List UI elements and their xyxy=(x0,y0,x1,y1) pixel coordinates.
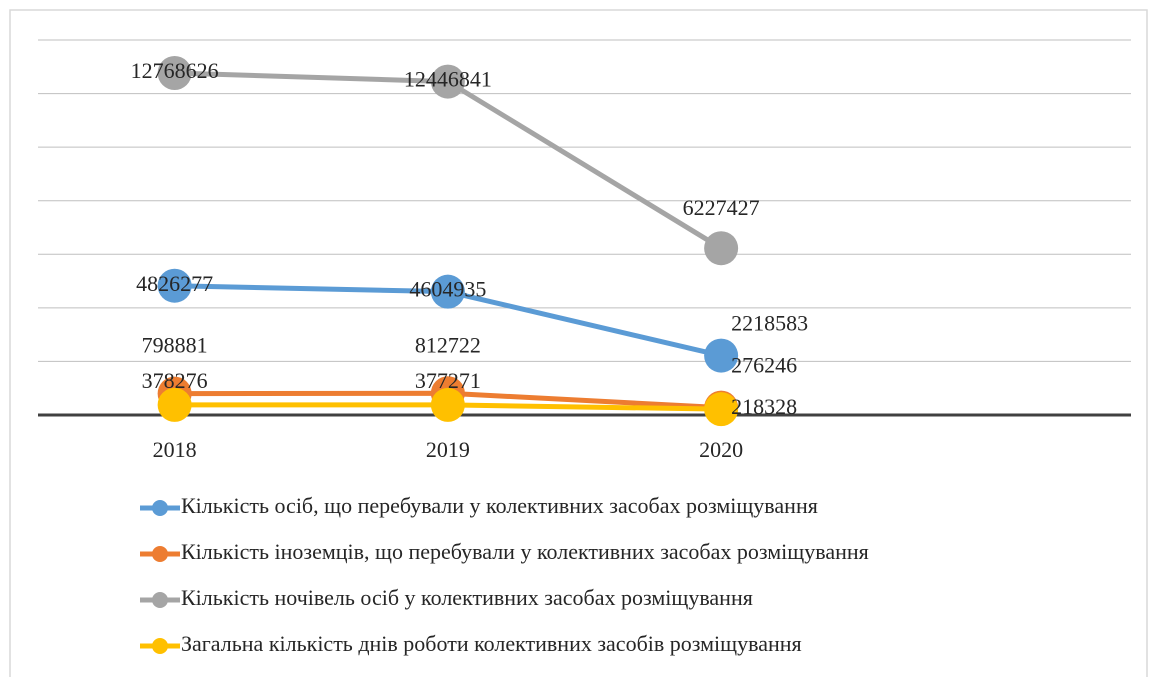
legend-label: Кількість ночівель осіб у колективних за… xyxy=(181,585,753,610)
data-label: 812722 xyxy=(415,332,481,357)
legend-label: Кількість осіб, що перебували у колектив… xyxy=(181,493,818,518)
legend-label: Загальна кількість днів роботи колективн… xyxy=(181,631,802,656)
x-tick-label: 2018 xyxy=(153,437,197,462)
data-label: 798881 xyxy=(142,333,208,358)
data-label: 378276 xyxy=(142,368,208,393)
legend-marker xyxy=(152,546,168,562)
data-point xyxy=(430,387,465,422)
data-point xyxy=(157,387,192,422)
data-label: 2218583 xyxy=(731,311,808,336)
x-tick-label: 2019 xyxy=(426,437,470,462)
data-label: 276246 xyxy=(731,353,797,378)
data-point xyxy=(157,268,192,303)
data-label: 6227427 xyxy=(683,195,760,220)
data-label: 4826277 xyxy=(136,271,213,296)
data-point xyxy=(704,231,739,266)
legend-marker xyxy=(152,500,168,516)
data-point xyxy=(157,55,192,90)
data-label: 12446841 xyxy=(404,67,492,92)
x-tick-label: 2020 xyxy=(699,437,743,462)
data-label: 4604935 xyxy=(409,277,486,302)
legend-label: Кількість іноземців, що перебували у кол… xyxy=(181,539,869,564)
data-label: 218328 xyxy=(731,394,797,419)
data-label: 12768626 xyxy=(131,58,219,83)
chart-border xyxy=(9,9,1148,682)
legend-marker xyxy=(152,638,168,654)
series-line xyxy=(174,70,723,251)
data-label: 377271 xyxy=(415,368,481,393)
data-point xyxy=(704,338,739,373)
data-point xyxy=(704,392,739,427)
data-point xyxy=(430,64,465,99)
data-point xyxy=(430,274,465,309)
legend-marker xyxy=(152,592,168,608)
